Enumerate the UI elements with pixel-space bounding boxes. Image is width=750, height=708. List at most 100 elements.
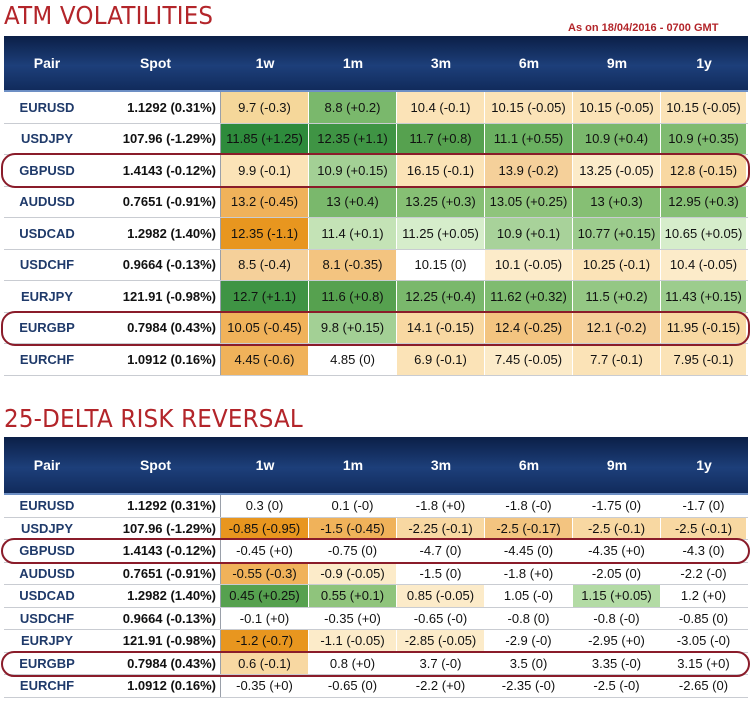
risk-reversal-value-cell: 1.05 (-0) — [485, 585, 573, 607]
risk-reversal-value-cell: -0.8 (-0) — [573, 607, 661, 629]
risk-reversal-value-cell: -0.35 (+0) — [221, 675, 309, 697]
risk-reversal-value-cell: -0.55 (-0.3) — [221, 562, 309, 584]
atm-vol-value-cell: 8.8 (+0.2) — [309, 92, 397, 123]
atm-vol-col-header: 1m — [342, 55, 364, 71]
atm-vol-value-cell: 13 (+0.4) — [309, 186, 397, 217]
risk-reversal-col-header: 1m — [342, 457, 364, 473]
atm-vol-value-cell: 10.65 (+0.05) — [661, 218, 747, 249]
atm-vol-value-cell: 10.25 (-0.1) — [573, 249, 661, 280]
risk-reversal-row: USDCAD 1.2982 (1.40%) 0.45 (+0.25) 0.55 (+0… — [4, 585, 748, 608]
risk-reversal-value-cell: -1.8 (+0) — [485, 562, 573, 584]
atm-vol-row: AUDUSD 0.7651 (-0.91%) 13.2 (-0.45) 13 (+0.… — [4, 186, 748, 218]
atm-vol-value-cell: 10.9 (+0.1) — [485, 218, 573, 249]
atm-vol-value-cell: 11.7 (+0.8) — [397, 123, 485, 154]
atm-vol-col-header: 1y — [696, 55, 712, 71]
spot-value: 0.9664 (-0.13%) — [90, 607, 221, 629]
atm-vol-value-cell: 14.1 (-0.15) — [397, 312, 485, 343]
spot-value: 0.7651 (-0.91%) — [90, 562, 221, 584]
spot-value: 1.1292 (0.31%) — [90, 92, 221, 123]
spot-value: 0.7651 (-0.91%) — [90, 186, 221, 217]
risk-reversal-value-cell: -1.5 (0) — [397, 562, 485, 584]
pair-label: USDCHF — [19, 610, 75, 626]
atm-vol-value-cell: 7.7 (-0.1) — [573, 344, 661, 375]
risk-reversal-col-header: 3m — [430, 457, 452, 473]
atm-vol-col-header: 6m — [518, 55, 540, 71]
spot-value: 121.91 (-0.98%) — [90, 630, 221, 652]
pair-label: USDJPY — [20, 131, 74, 147]
atm-vol-col-header: 9m — [606, 55, 628, 71]
risk-reversal-value-cell: 3.35 (-0) — [573, 652, 661, 674]
risk-reversal-row: EURJPY 121.91 (-0.98%) -1.2 (-0.7) -1.1 (-0… — [4, 630, 748, 653]
atm-vol-value-cell: 4.45 (-0.6) — [221, 344, 309, 375]
atm-vol-value-cell: 10.05 (-0.45) — [221, 312, 309, 343]
risk-reversal-value-cell: -0.75 (0) — [309, 540, 397, 562]
atm-vol-value-cell: 7.95 (-0.1) — [661, 344, 747, 375]
pair-label: GBPUSD — [19, 162, 75, 178]
risk-reversal-value-cell: 0.55 (+0.1) — [309, 585, 397, 607]
pair-label: EURGBP — [19, 320, 75, 336]
atm-vol-row: EURUSD 1.1292 (0.31%) 9.7 (-0.3) 8.8 (+0.2)… — [4, 92, 748, 124]
atm-vol-value-cell: 10.4 (-0.1) — [397, 92, 485, 123]
risk-reversal-value-cell: 1.15 (+0.05) — [573, 585, 661, 607]
risk-reversal-title: 25-DELTA RISK REVERSAL — [4, 404, 303, 433]
risk-reversal-row: EURGBP 0.7984 (0.43%) 0.6 (-0.1) 0.8 (+0) 3.… — [4, 652, 748, 675]
risk-reversal-value-cell: 0.3 (0) — [221, 495, 309, 517]
risk-reversal-value-cell: 3.15 (+0) — [661, 652, 747, 674]
atm-vol-value-cell: 8.1 (-0.35) — [309, 249, 397, 280]
risk-reversal-row: USDCHF 0.9664 (-0.13%) -0.1 (+0) -0.35 (+0)… — [4, 607, 748, 630]
risk-reversal-value-cell: 3.7 (-0) — [397, 652, 485, 674]
atm-vol-value-cell: 9.9 (-0.1) — [221, 155, 309, 186]
atm-vol-value-cell: 12.95 (+0.3) — [661, 186, 747, 217]
atm-vol-value-cell: 10.77 (+0.15) — [573, 218, 661, 249]
spot-value: 1.2982 (1.40%) — [90, 585, 221, 607]
risk-reversal-value-cell: -4.7 (0) — [397, 540, 485, 562]
atm-vol-header-row: Pair Spot 1w 1m 3m 6m 9m 1y — [4, 36, 748, 92]
spot-value: 0.7984 (0.43%) — [90, 312, 221, 343]
risk-reversal-value-cell: -2.2 (+0) — [397, 675, 485, 697]
risk-reversal-col-header: 6m — [518, 457, 540, 473]
risk-reversal-col-header: 1y — [696, 457, 712, 473]
atm-vol-value-cell: 8.5 (-0.4) — [221, 249, 309, 280]
atm-vol-value-cell: 16.15 (-0.1) — [397, 155, 485, 186]
risk-reversal-row: USDJPY 107.96 (-1.29%) -0.85 (-0.95) -1.5 (… — [4, 517, 748, 540]
risk-reversal-value-cell: -2.5 (-0.1) — [661, 517, 747, 539]
risk-reversal-value-cell: -0.65 (-0) — [397, 607, 485, 629]
atm-vol-value-cell: 11.43 (+0.15) — [661, 281, 747, 312]
pair-label: GBPUSD — [19, 543, 75, 559]
atm-vol-value-cell: 11.85 (+1.25) — [221, 123, 309, 154]
atm-vol-value-cell: 10.9 (+0.4) — [573, 123, 661, 154]
atm-vol-value-cell: 11.1 (+0.55) — [485, 123, 573, 154]
atm-vol-value-cell: 12.35 (+1.1) — [309, 123, 397, 154]
atm-vol-value-cell: 11.5 (+0.2) — [573, 281, 661, 312]
atm-vol-value-cell: 10.15 (-0.05) — [485, 92, 573, 123]
risk-reversal-value-cell: -2.5 (-0.1) — [573, 517, 661, 539]
atm-vol-row: EURCHF 1.0912 (0.16%) 4.45 (-0.6) 4.85 (0) 6… — [4, 344, 748, 376]
atm-vol-value-cell: 10.1 (-0.05) — [485, 249, 573, 280]
risk-reversal-value-cell: -2.25 (-0.1) — [397, 517, 485, 539]
atm-vol-col-header: Pair — [33, 55, 61, 71]
pair-label: EURUSD — [19, 498, 75, 514]
atm-vol-row: EURGBP 0.7984 (0.43%) 10.05 (-0.45) 9.8 (+0… — [4, 312, 748, 344]
spot-value: 1.4143 (-0.12%) — [90, 155, 221, 186]
risk-reversal-value-cell: -1.75 (0) — [573, 495, 661, 517]
risk-reversal-value-cell: -0.1 (+0) — [221, 607, 309, 629]
pair-label: EURJPY — [20, 633, 74, 649]
atm-vol-row: EURJPY 121.91 (-0.98%) 12.7 (+1.1) 11.6 (+0… — [4, 281, 748, 313]
atm-vol-value-cell: 6.9 (-0.1) — [397, 344, 485, 375]
spot-value: 0.7984 (0.43%) — [90, 652, 221, 674]
risk-reversal-value-cell: -1.7 (0) — [661, 495, 747, 517]
atm-vol-value-cell: 10.15 (-0.05) — [573, 92, 661, 123]
risk-reversal-table: Pair Spot 1w 1m 3m 6m 9m 1y EURUSD 1.1292 (0.31%)… — [1, 437, 750, 698]
atm-vol-value-cell: 7.45 (-0.05) — [485, 344, 573, 375]
atm-vol-row: USDCAD 1.2982 (1.40%) 12.35 (-1.1) 11.4 (+0… — [4, 218, 748, 250]
pair-label: EURJPY — [20, 288, 74, 304]
pair-label: AUDUSD — [19, 565, 75, 581]
risk-reversal-col-header: 9m — [606, 457, 628, 473]
risk-reversal-value-cell: -0.35 (+0) — [309, 607, 397, 629]
risk-reversal-value-cell: -1.5 (-0.45) — [309, 517, 397, 539]
atm-vol-value-cell: 4.85 (0) — [309, 344, 397, 375]
risk-reversal-value-cell: -0.85 (-0.95) — [221, 517, 309, 539]
atm-vol-value-cell: 12.7 (+1.1) — [221, 281, 309, 312]
risk-reversal-value-cell: -1.2 (-0.7) — [221, 630, 309, 652]
risk-reversal-value-cell: -1.1 (-0.05) — [309, 630, 397, 652]
